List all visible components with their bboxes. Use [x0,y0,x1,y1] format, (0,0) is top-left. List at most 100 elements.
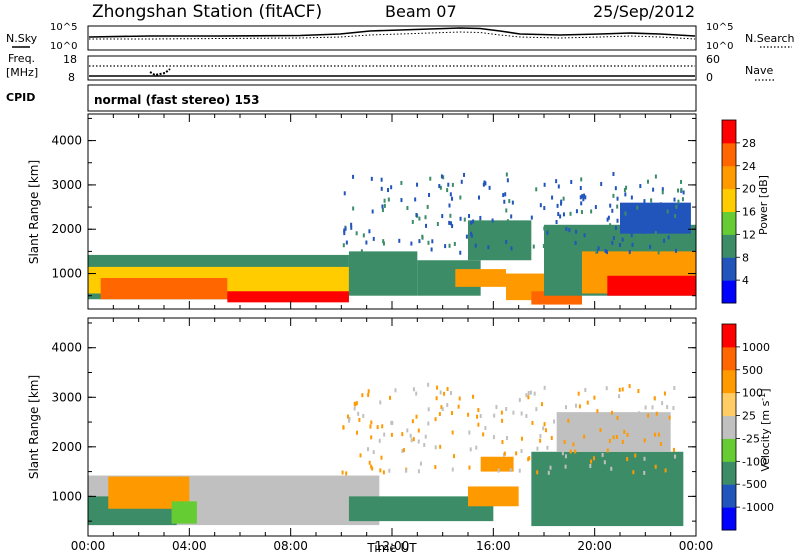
scatter-speck [497,468,500,473]
scatter-speck [509,468,512,473]
scatter-speck [621,237,624,242]
scatter-speck [663,238,666,243]
scatter-speck [664,217,667,222]
scatter-region [468,486,519,507]
scatter-speck [388,468,391,473]
scatter-speck [663,391,666,396]
scatter-speck [653,432,656,437]
scatter-speck [565,227,568,232]
scatter-speck [427,421,430,426]
scatter-speck [457,404,460,409]
colorbar-segment [722,120,736,144]
scatter-speck [468,465,471,470]
scatter-speck [358,417,361,422]
scatter-speck [350,225,353,230]
scatter-speck [677,188,680,193]
scatter-speck [405,468,408,473]
scatter-speck [675,204,678,209]
scatter-speck [562,196,565,201]
scatter-speck [414,197,417,202]
scatter-speck [575,229,578,234]
scatter-speck [661,401,664,406]
scatter-speck [579,195,582,200]
scatter-speck [577,391,580,396]
scatter-speck [415,212,418,217]
scatter-speck [510,246,513,251]
scatter-speck [362,413,365,418]
scatter-speck [371,209,374,214]
scatter-speck [569,211,572,216]
scatter-speck [544,428,547,433]
scatter-speck [543,206,546,211]
scatter-speck [352,206,355,211]
scatter-speck [525,393,528,398]
scatter-speck [469,447,472,452]
scatter-speck [406,205,409,210]
y-tick-label: 2000 [51,222,82,236]
scatter-speck [487,245,490,250]
scatter-speck [621,439,624,444]
scatter-speck [646,179,649,184]
scatter-region [607,275,696,296]
scatter-speck [390,432,393,437]
scatter-speck [406,428,409,433]
scatter-speck [596,409,599,414]
scatter-region [455,269,506,287]
scatter-speck [637,411,640,416]
scatter-speck [477,408,480,413]
scatter-speck [418,239,421,244]
scatter-speck [611,208,614,213]
scatter-speck [682,190,685,195]
colorbar-segment [722,415,736,439]
scatter-speck [400,198,403,203]
scatter-region [348,251,418,296]
scatter-speck [530,215,533,220]
scatter-speck [652,187,655,192]
scatter-speck [411,219,414,224]
scatter-speck [650,198,653,203]
scatter-speck [643,470,646,475]
scatter-speck [450,391,453,396]
velocity-colorbar-label: Velocity [m s-1] [758,388,773,471]
scatter-speck [459,216,462,221]
colorbar-segment [722,369,736,394]
scatter-region [171,501,197,524]
scatter-speck [400,180,403,185]
scatter-speck [631,242,634,247]
scatter-speck [463,217,466,222]
scatter-speck [681,197,684,202]
colorbar-tick-label: -1000 [742,501,774,514]
scatter-speck [626,432,629,437]
scatter-speck [505,208,508,213]
scatter-speck [661,423,664,428]
scatter-speck [475,445,478,450]
scatter-speck [583,434,586,439]
scatter-speck [453,241,456,246]
scatter-speck [511,200,514,205]
scatter-speck [550,435,553,440]
noise-right-tick-bottom: 10^0 [706,41,733,52]
scatter-speck [378,438,381,443]
scatter-speck [623,429,626,434]
scatter-speck [659,441,662,446]
scatter-speck [659,202,662,207]
scatter-speck [574,240,577,245]
scatter-speck [618,243,621,248]
scatter-speck [441,407,444,412]
scatter-speck [468,430,471,435]
scatter-speck [611,410,614,415]
scatter-speck [387,197,390,202]
scatter-speck [505,172,508,177]
colorbar-segment [722,392,736,417]
colorbar-tick-label: -500 [742,478,767,491]
scatter-speck [381,208,384,213]
colorbar-tick-label: 20 [742,183,756,196]
scatter-speck [543,182,546,187]
scatter-speck [639,217,642,222]
scatter-speck [379,468,382,473]
scatter-speck [569,449,572,454]
scatter-speck [415,414,418,419]
scatter-speck [434,417,437,422]
scatter-speck [421,235,424,240]
scatter-speck [539,433,542,438]
